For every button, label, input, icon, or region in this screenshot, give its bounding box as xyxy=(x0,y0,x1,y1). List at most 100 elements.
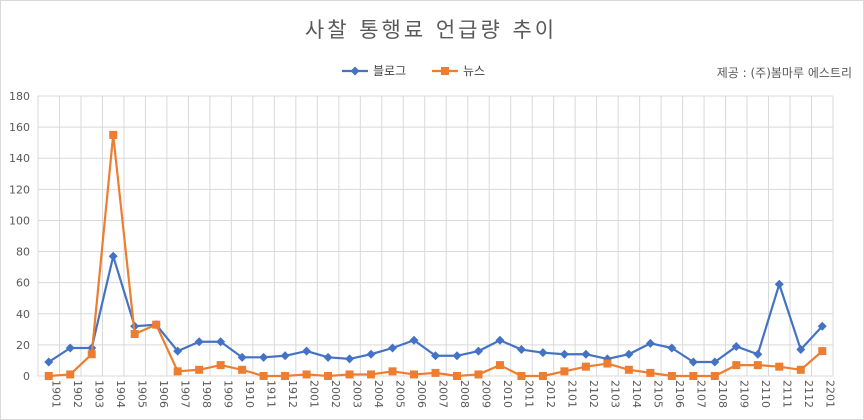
legend-label: 블로그 xyxy=(373,64,406,78)
data-point xyxy=(108,251,118,261)
data-point xyxy=(216,361,225,370)
y-axis: 0 20 40 60 80 100 120 140 160 180 xyxy=(9,90,30,383)
x-tick-label: 2012 xyxy=(544,380,557,408)
data-point xyxy=(774,279,784,289)
legend-item: 블로그 xyxy=(342,64,406,78)
data-point xyxy=(216,337,226,347)
x-tick-label: 1912 xyxy=(286,380,299,408)
data-point xyxy=(410,370,419,379)
data-point xyxy=(280,351,290,361)
data-point xyxy=(367,370,376,379)
data-point xyxy=(689,372,698,380)
series-line xyxy=(48,255,824,364)
data-point xyxy=(710,372,719,380)
data-point xyxy=(366,349,376,359)
x-tick-label: 2010 xyxy=(501,380,514,408)
data-point xyxy=(581,362,590,371)
data-point xyxy=(173,346,183,356)
data-point xyxy=(409,335,419,345)
x-tick-label: 2104 xyxy=(630,380,643,408)
x-tick-label: 2001 xyxy=(308,380,321,408)
data-point xyxy=(667,343,677,353)
data-point xyxy=(796,345,806,355)
data-point xyxy=(173,367,182,376)
data-point xyxy=(130,330,139,338)
x-tick-label: 2101 xyxy=(565,380,578,408)
legend-label: 뉴스 xyxy=(463,64,485,78)
y-tick-label: 60 xyxy=(16,277,30,290)
data-point xyxy=(517,372,526,380)
data-point xyxy=(560,367,569,376)
data-point xyxy=(194,337,204,347)
data-point xyxy=(817,321,827,331)
x-tick-label: 2011 xyxy=(522,380,535,408)
series-line xyxy=(48,133,823,378)
data-point xyxy=(624,349,634,359)
data-point xyxy=(65,343,75,353)
x-tick-label: 1901 xyxy=(50,380,63,408)
data-point xyxy=(753,349,763,359)
x-tick-label: 2106 xyxy=(673,380,686,408)
data-point xyxy=(44,357,54,367)
data-point xyxy=(538,372,547,380)
legend-marker xyxy=(441,67,449,75)
x-tick-label: 1902 xyxy=(71,380,84,408)
x-axis: 1901 1902 1903 1904 1905 1906 1907 1908 1909 1910… xyxy=(50,380,837,408)
x-tick-label: 2007 xyxy=(437,380,450,408)
x-tick-label: 1910 xyxy=(243,380,256,408)
x-tick-label: 1908 xyxy=(200,380,213,408)
data-point xyxy=(645,338,655,348)
data-point xyxy=(345,354,355,364)
data-point xyxy=(431,351,440,361)
gridlines xyxy=(37,95,834,377)
data-point xyxy=(624,365,633,374)
x-tick-label: 1907 xyxy=(179,380,192,408)
x-tick-label: 2109 xyxy=(737,380,750,408)
x-tick-label: 1911 xyxy=(265,380,278,408)
y-tick-label: 0 xyxy=(23,370,30,383)
data-point xyxy=(431,368,440,377)
legend-marker xyxy=(350,66,360,76)
y-tick-label: 40 xyxy=(16,308,30,321)
data-point xyxy=(87,350,96,359)
data-point xyxy=(516,345,526,355)
data-point xyxy=(44,372,53,380)
data-point xyxy=(259,372,268,380)
data-point xyxy=(559,349,569,359)
x-tick-label: 2108 xyxy=(716,380,729,408)
data-point xyxy=(323,352,333,362)
data-point xyxy=(667,372,676,380)
y-tick-label: 20 xyxy=(16,339,30,352)
x-tick-label: 2111 xyxy=(780,380,793,408)
data-point xyxy=(259,352,269,362)
x-tick-label: 1903 xyxy=(93,380,106,408)
chart-title: 사찰 통행료 언급량 추이 xyxy=(304,18,558,42)
x-tick-label: 1905 xyxy=(136,380,149,408)
data-point xyxy=(302,370,311,379)
data-point xyxy=(603,359,612,368)
x-tick-label: 2107 xyxy=(694,380,707,408)
x-tick-label: 2005 xyxy=(394,380,407,408)
series-layer xyxy=(44,130,827,380)
data-point xyxy=(731,341,741,351)
data-point xyxy=(195,365,204,374)
data-point xyxy=(324,372,333,380)
source-credit: 제공 : (주)봄마루 에스트리 xyxy=(716,66,852,80)
data-point xyxy=(452,351,462,361)
series-1 xyxy=(44,251,827,367)
x-tick-label: 2003 xyxy=(351,380,364,408)
x-tick-label: 2002 xyxy=(329,380,342,408)
data-point xyxy=(281,372,290,380)
x-tick-label: 1909 xyxy=(222,380,235,408)
data-point xyxy=(345,370,354,379)
data-point xyxy=(495,335,505,345)
x-tick-label: 2008 xyxy=(458,380,471,408)
legend-item: 뉴스 xyxy=(432,64,485,78)
data-point xyxy=(152,320,161,329)
data-point xyxy=(109,130,118,139)
data-point xyxy=(688,357,698,367)
x-tick-label: 2110 xyxy=(759,380,772,408)
y-tick-label: 160 xyxy=(9,121,30,134)
y-tick-label: 140 xyxy=(9,152,30,165)
